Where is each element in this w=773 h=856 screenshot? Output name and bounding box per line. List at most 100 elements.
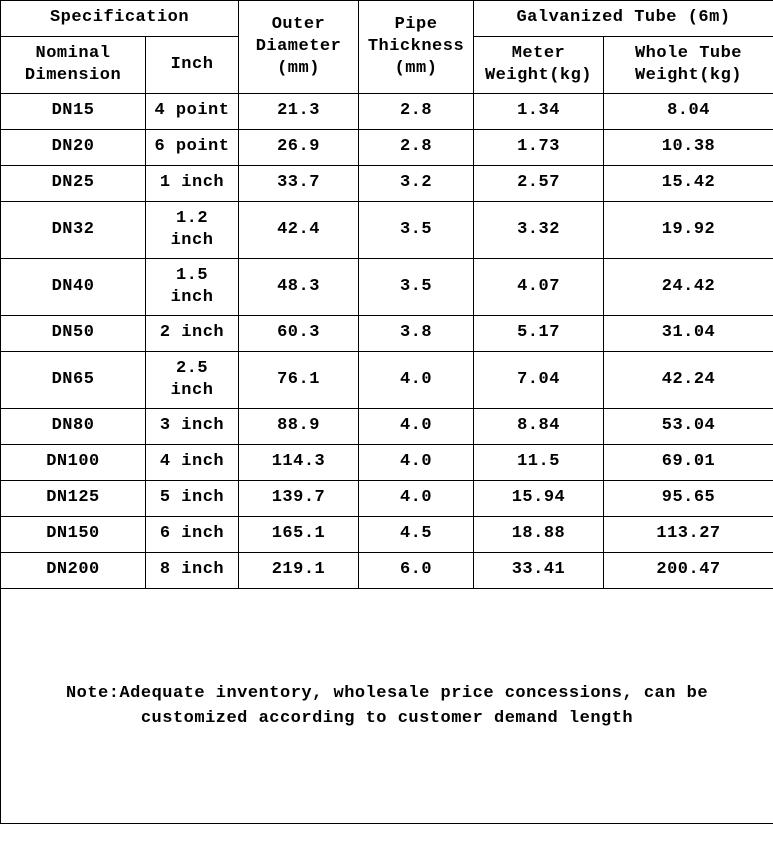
cell-nominal: DN15 <box>1 94 146 130</box>
cell-nominal: DN50 <box>1 316 146 352</box>
cell-inch: 4 point <box>146 94 239 130</box>
table-header: Specification OuterDiameter(mm) PipeThic… <box>1 1 773 94</box>
cell-thick: 4.0 <box>359 481 474 517</box>
cell-mw: 33.41 <box>474 553 604 589</box>
cell-nominal: DN80 <box>1 409 146 445</box>
cell-od: 26.9 <box>239 130 359 166</box>
cell-mw: 1.34 <box>474 94 604 130</box>
cell-inch: 8 inch <box>146 553 239 589</box>
cell-mw: 3.32 <box>474 201 604 258</box>
cell-nominal: DN40 <box>1 259 146 316</box>
cell-thick: 2.8 <box>359 94 474 130</box>
cell-inch: 1.5inch <box>146 259 239 316</box>
cell-mw: 18.88 <box>474 517 604 553</box>
table-row: DN206 point26.92.81.7310.38 <box>1 130 773 166</box>
cell-wt: 10.38 <box>604 130 773 166</box>
cell-wt: 42.24 <box>604 352 773 409</box>
cell-od: 114.3 <box>239 445 359 481</box>
table-row: DN2008 inch219.16.033.41200.47 <box>1 553 773 589</box>
cell-wt: 24.42 <box>604 259 773 316</box>
cell-od: 21.3 <box>239 94 359 130</box>
cell-inch: 1 inch <box>146 166 239 202</box>
header-nominal: NominalDimension <box>1 36 146 93</box>
cell-nominal: DN32 <box>1 201 146 258</box>
cell-wt: 19.92 <box>604 201 773 258</box>
cell-thick: 2.8 <box>359 130 474 166</box>
cell-wt: 95.65 <box>604 481 773 517</box>
header-galvanized-group: Galvanized Tube (6m) <box>474 1 773 37</box>
cell-nominal: DN100 <box>1 445 146 481</box>
header-whole-tube-weight: Whole TubeWeight(kg) <box>604 36 773 93</box>
cell-inch: 2 inch <box>146 316 239 352</box>
cell-mw: 7.04 <box>474 352 604 409</box>
table-footer: Note:Adequate inventory, wholesale price… <box>1 589 773 824</box>
cell-wt: 69.01 <box>604 445 773 481</box>
spec-table-container: Specification OuterDiameter(mm) PipeThic… <box>0 0 773 824</box>
header-inch: Inch <box>146 36 239 93</box>
cell-thick: 4.0 <box>359 352 474 409</box>
cell-inch: 4 inch <box>146 445 239 481</box>
table-row: DN803 inch88.94.08.8453.04 <box>1 409 773 445</box>
cell-od: 76.1 <box>239 352 359 409</box>
header-row-1: Specification OuterDiameter(mm) PipeThic… <box>1 1 773 37</box>
cell-wt: 200.47 <box>604 553 773 589</box>
table-row: DN251 inch33.73.22.5715.42 <box>1 166 773 202</box>
cell-od: 88.9 <box>239 409 359 445</box>
cell-wt: 113.27 <box>604 517 773 553</box>
cell-inch: 3 inch <box>146 409 239 445</box>
cell-thick: 3.2 <box>359 166 474 202</box>
cell-inch: 6 point <box>146 130 239 166</box>
cell-od: 219.1 <box>239 553 359 589</box>
table-row: DN652.5inch76.14.07.0442.24 <box>1 352 773 409</box>
table-row: DN1255 inch139.74.015.9495.65 <box>1 481 773 517</box>
cell-mw: 5.17 <box>474 316 604 352</box>
cell-od: 33.7 <box>239 166 359 202</box>
cell-wt: 53.04 <box>604 409 773 445</box>
cell-mw: 8.84 <box>474 409 604 445</box>
cell-mw: 2.57 <box>474 166 604 202</box>
spec-table: Specification OuterDiameter(mm) PipeThic… <box>0 0 773 824</box>
table-row: DN401.5inch48.33.54.0724.42 <box>1 259 773 316</box>
cell-inch: 6 inch <box>146 517 239 553</box>
table-body: DN154 point21.32.81.348.04DN206 point26.… <box>1 94 773 589</box>
cell-od: 42.4 <box>239 201 359 258</box>
cell-thick: 6.0 <box>359 553 474 589</box>
cell-od: 139.7 <box>239 481 359 517</box>
table-row: DN154 point21.32.81.348.04 <box>1 94 773 130</box>
header-spec-group: Specification <box>1 1 239 37</box>
header-outer-diameter: OuterDiameter(mm) <box>239 1 359 94</box>
cell-wt: 31.04 <box>604 316 773 352</box>
header-meter-weight: MeterWeight(kg) <box>474 36 604 93</box>
note-cell: Note:Adequate inventory, wholesale price… <box>1 589 773 824</box>
cell-thick: 4.0 <box>359 445 474 481</box>
cell-thick: 4.0 <box>359 409 474 445</box>
cell-thick: 4.5 <box>359 517 474 553</box>
cell-inch: 1.2inch <box>146 201 239 258</box>
cell-wt: 15.42 <box>604 166 773 202</box>
cell-od: 60.3 <box>239 316 359 352</box>
cell-nominal: DN150 <box>1 517 146 553</box>
table-row: DN1004 inch114.34.011.569.01 <box>1 445 773 481</box>
cell-od: 165.1 <box>239 517 359 553</box>
cell-nominal: DN20 <box>1 130 146 166</box>
header-pipe-thickness: PipeThickness(mm) <box>359 1 474 94</box>
cell-nominal: DN125 <box>1 481 146 517</box>
cell-nominal: DN25 <box>1 166 146 202</box>
cell-mw: 15.94 <box>474 481 604 517</box>
table-row: DN502 inch60.33.85.1731.04 <box>1 316 773 352</box>
cell-thick: 3.5 <box>359 201 474 258</box>
cell-thick: 3.8 <box>359 316 474 352</box>
cell-od: 48.3 <box>239 259 359 316</box>
cell-wt: 8.04 <box>604 94 773 130</box>
cell-inch: 2.5inch <box>146 352 239 409</box>
cell-inch: 5 inch <box>146 481 239 517</box>
cell-nominal: DN65 <box>1 352 146 409</box>
table-row: DN321.2inch42.43.53.3219.92 <box>1 201 773 258</box>
table-row: DN1506 inch165.14.518.88113.27 <box>1 517 773 553</box>
note-row: Note:Adequate inventory, wholesale price… <box>1 589 773 824</box>
cell-mw: 1.73 <box>474 130 604 166</box>
cell-nominal: DN200 <box>1 553 146 589</box>
cell-thick: 3.5 <box>359 259 474 316</box>
cell-mw: 4.07 <box>474 259 604 316</box>
cell-mw: 11.5 <box>474 445 604 481</box>
